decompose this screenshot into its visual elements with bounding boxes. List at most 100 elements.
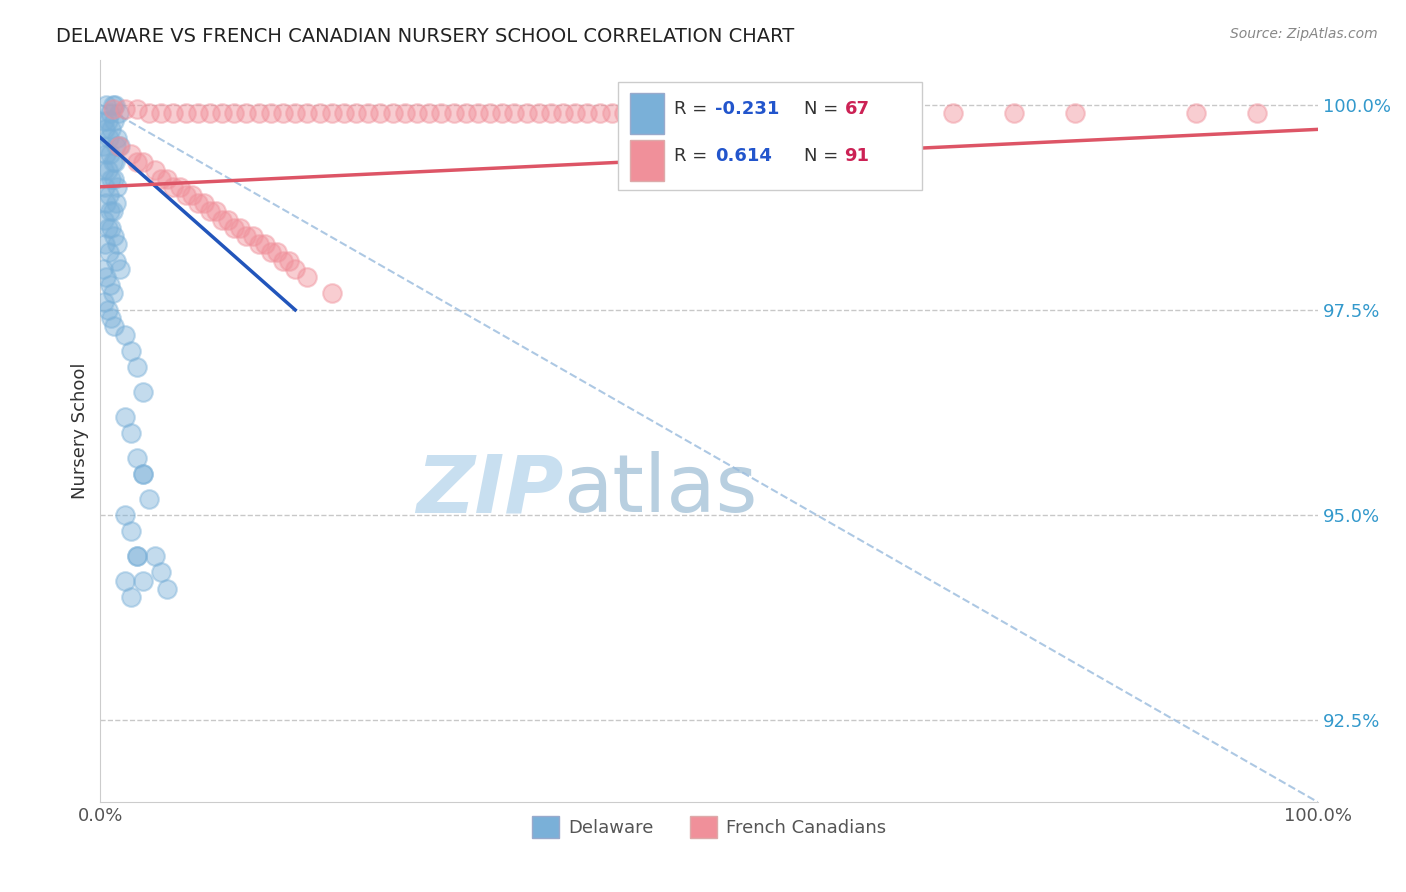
Point: [100, 311, 122, 326]
Point: [132, 155, 155, 169]
Point: [105, 237, 128, 252]
Point: [807, 106, 830, 120]
Point: [747, 106, 769, 120]
Legend: Delaware, French Canadians: Delaware, French Canadians: [524, 809, 893, 846]
Point: [93, 294, 115, 309]
Point: [107, 138, 129, 153]
Point: [94, 237, 117, 252]
Point: [723, 106, 745, 120]
Point: [284, 261, 307, 276]
Point: [224, 220, 246, 235]
Point: [443, 106, 465, 120]
Point: [253, 237, 276, 252]
Point: [125, 360, 148, 375]
Point: [260, 245, 283, 260]
Point: [100, 122, 122, 136]
Point: [308, 106, 330, 120]
Point: [381, 106, 404, 120]
Point: [150, 106, 173, 120]
Point: [673, 106, 696, 120]
Text: R =: R =: [673, 101, 713, 119]
Point: [104, 97, 127, 112]
Point: [138, 491, 160, 506]
Point: [91, 261, 114, 276]
Point: [454, 106, 477, 120]
Point: [637, 106, 659, 120]
Point: [98, 278, 121, 293]
Point: [108, 138, 131, 153]
Text: N =: N =: [804, 147, 838, 165]
Point: [624, 106, 647, 120]
Text: -0.231: -0.231: [716, 101, 780, 119]
Point: [224, 106, 246, 120]
Point: [242, 229, 264, 244]
Point: [247, 237, 270, 252]
Point: [101, 97, 124, 112]
Point: [103, 229, 125, 244]
Point: [174, 106, 197, 120]
Point: [198, 204, 221, 219]
Point: [105, 253, 128, 268]
Point: [162, 179, 184, 194]
Point: [150, 171, 173, 186]
Point: [180, 188, 202, 202]
Point: [174, 188, 197, 202]
Point: [98, 147, 121, 161]
Point: [125, 549, 148, 563]
Point: [97, 114, 120, 128]
Point: [156, 582, 179, 596]
Point: [114, 409, 136, 424]
Point: [600, 106, 623, 120]
Point: [94, 122, 117, 136]
Y-axis label: Nursery School: Nursery School: [72, 363, 89, 500]
Point: [266, 245, 288, 260]
Point: [100, 171, 122, 186]
Point: [132, 467, 155, 481]
Point: [697, 106, 720, 120]
Point: [333, 106, 356, 120]
Point: [125, 155, 148, 169]
Point: [100, 220, 122, 235]
Point: [271, 106, 294, 120]
Point: [108, 261, 131, 276]
Point: [491, 106, 513, 120]
Point: [1063, 106, 1085, 120]
Point: [120, 425, 142, 440]
Point: [114, 574, 136, 588]
Point: [97, 302, 120, 317]
Point: [297, 270, 319, 285]
Point: [125, 450, 148, 465]
Point: [105, 196, 128, 211]
Point: [503, 106, 526, 120]
Point: [120, 524, 142, 539]
Point: [125, 102, 148, 116]
Point: [101, 102, 124, 116]
Point: [710, 106, 733, 120]
Point: [97, 130, 120, 145]
Point: [96, 196, 118, 211]
Point: [198, 106, 221, 120]
Point: [278, 253, 301, 268]
Point: [187, 106, 209, 120]
Point: [260, 106, 283, 120]
Point: [271, 253, 294, 268]
Point: [553, 106, 575, 120]
Point: [516, 106, 538, 120]
Point: [143, 163, 166, 178]
Point: [105, 179, 128, 194]
Point: [132, 384, 155, 399]
Text: atlas: atlas: [564, 451, 758, 529]
Text: 91: 91: [845, 147, 869, 165]
Point: [770, 106, 793, 120]
Point: [97, 188, 120, 202]
Point: [125, 549, 148, 563]
Point: [93, 212, 115, 227]
Point: [93, 114, 115, 128]
Point: [120, 343, 142, 358]
Bar: [630, 93, 664, 134]
Point: [156, 171, 179, 186]
Point: [97, 163, 120, 178]
Point: [1246, 106, 1268, 120]
Point: [406, 106, 429, 120]
Point: [479, 106, 502, 120]
